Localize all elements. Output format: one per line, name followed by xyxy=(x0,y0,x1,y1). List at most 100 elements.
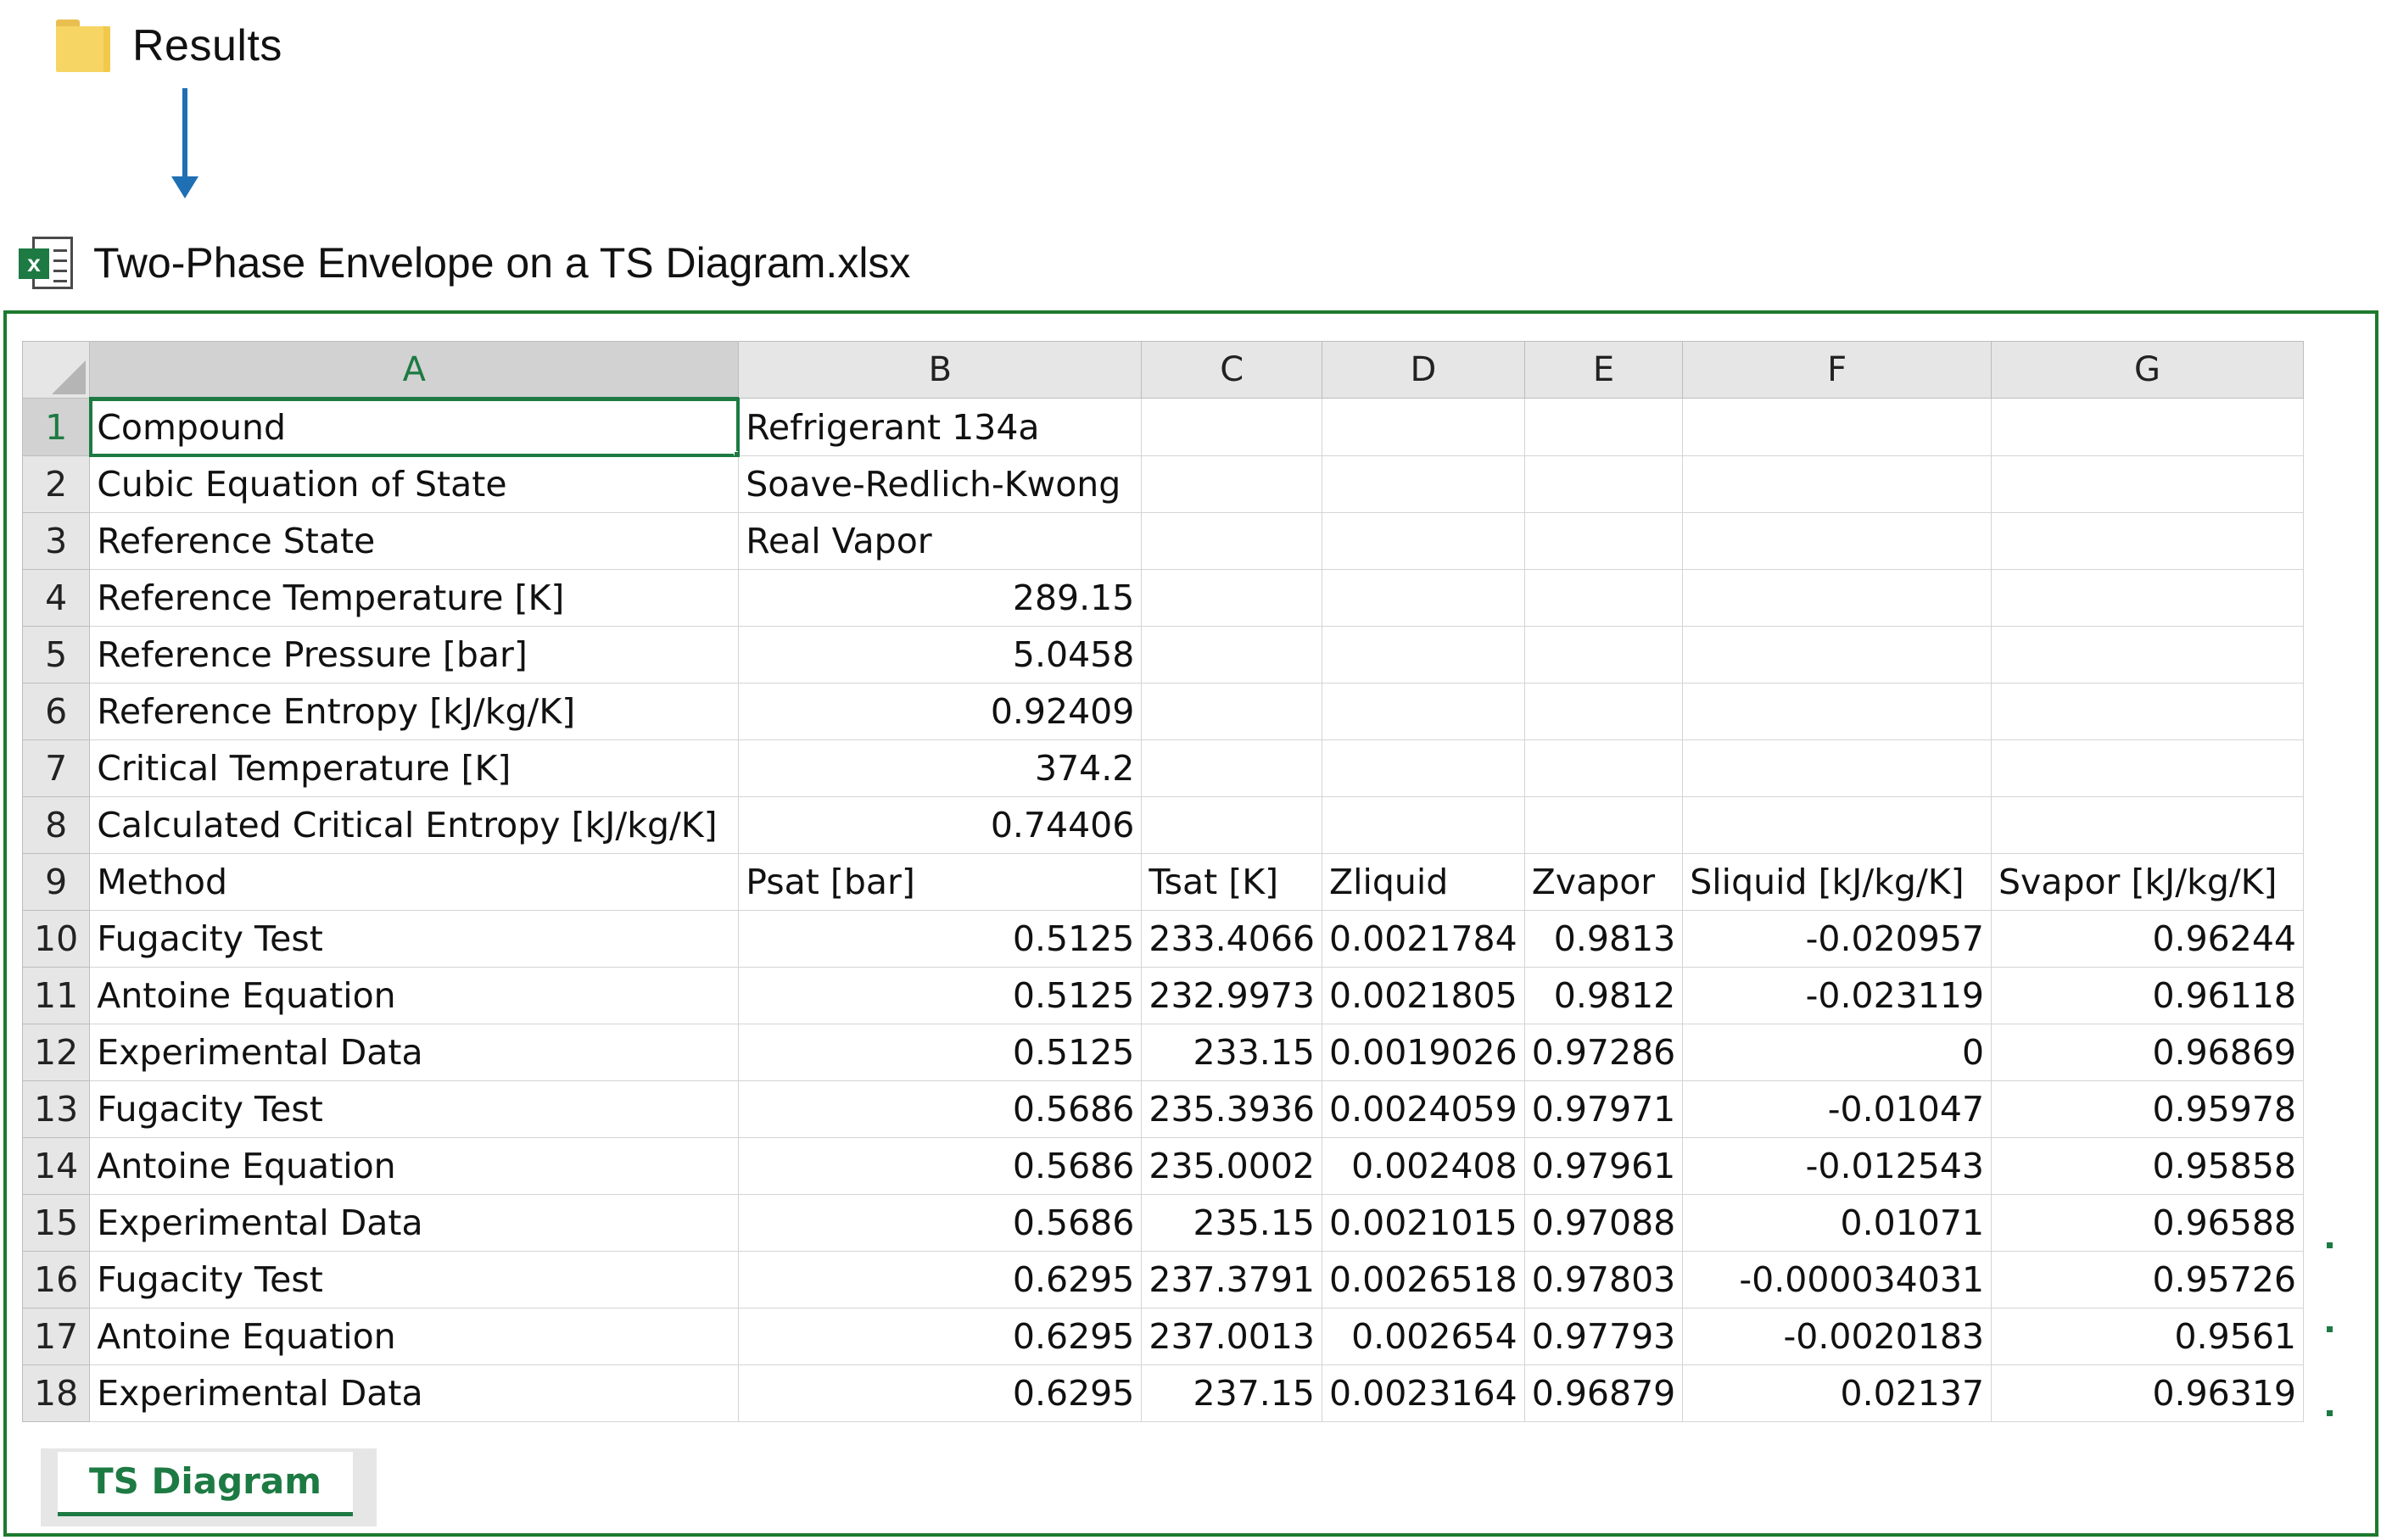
cell-d6[interactable] xyxy=(1322,683,1525,740)
cell-a2[interactable]: Cubic Equation of State xyxy=(89,455,740,513)
cell-e16[interactable]: 0.97803 xyxy=(1523,1251,1684,1308)
cell-d13[interactable]: 0.0024059 xyxy=(1322,1080,1525,1138)
cell-c12[interactable]: 233.15 xyxy=(1141,1024,1322,1081)
cell-b4[interactable]: 289.15 xyxy=(738,569,1143,627)
cell-b2[interactable]: Soave-Redlich-Kwong xyxy=(738,455,1143,513)
cell-b8[interactable]: 0.74406 xyxy=(738,796,1143,854)
row-header[interactable]: 5 xyxy=(21,626,91,684)
select-all-corner[interactable] xyxy=(21,341,91,399)
row-header[interactable]: 8 xyxy=(21,796,91,854)
column-header-b[interactable]: B xyxy=(738,341,1143,399)
cell-g5[interactable] xyxy=(1991,626,2304,684)
cell-d10[interactable]: 0.0021784 xyxy=(1322,910,1525,968)
cell-b15[interactable]: 0.5686 xyxy=(738,1194,1143,1252)
cell-c6[interactable] xyxy=(1141,683,1322,740)
cell-e1[interactable] xyxy=(1523,398,1684,456)
cell-d15[interactable]: 0.0021015 xyxy=(1322,1194,1525,1252)
cell-c3[interactable] xyxy=(1141,512,1322,570)
cell-b5[interactable]: 5.0458 xyxy=(738,626,1143,684)
cell-d16[interactable]: 0.0026518 xyxy=(1322,1251,1525,1308)
cell-e2[interactable] xyxy=(1523,455,1684,513)
cell-f18[interactable]: 0.02137 xyxy=(1682,1364,1993,1422)
cell-d11[interactable]: 0.0021805 xyxy=(1322,967,1525,1024)
column-header-a[interactable]: A xyxy=(89,341,740,399)
column-header-e[interactable]: E xyxy=(1523,341,1684,399)
row-header[interactable]: 12 xyxy=(21,1024,91,1081)
cell-a12[interactable]: Experimental Data xyxy=(89,1024,740,1081)
cell-g11[interactable]: 0.96118 xyxy=(1991,967,2304,1024)
cell-e17[interactable]: 0.97793 xyxy=(1523,1308,1684,1365)
cell-e10[interactable]: 0.9813 xyxy=(1523,910,1684,968)
cell-e18[interactable]: 0.96879 xyxy=(1523,1364,1684,1422)
cell-c1[interactable] xyxy=(1141,398,1322,456)
cell-e5[interactable] xyxy=(1523,626,1684,684)
cell-f10[interactable]: -0.020957 xyxy=(1682,910,1993,968)
results-folder[interactable]: Results xyxy=(56,12,282,80)
row-header[interactable]: 17 xyxy=(21,1308,91,1365)
cell-e7[interactable] xyxy=(1523,739,1684,797)
cell-b3[interactable]: Real Vapor xyxy=(738,512,1143,570)
column-header-d[interactable]: D xyxy=(1322,341,1525,399)
cell-a3[interactable]: Reference State xyxy=(89,512,740,570)
cell-e15[interactable]: 0.97088 xyxy=(1523,1194,1684,1252)
cell-b17[interactable]: 0.6295 xyxy=(738,1308,1143,1365)
cell-g4[interactable] xyxy=(1991,569,2304,627)
cell-b9[interactable]: Psat [bar] xyxy=(738,853,1143,911)
cell-a18[interactable]: Experimental Data xyxy=(89,1364,740,1422)
cell-f2[interactable] xyxy=(1682,455,1993,513)
cell-f1[interactable] xyxy=(1682,398,1993,456)
row-header[interactable]: 2 xyxy=(21,455,91,513)
cell-f15[interactable]: 0.01071 xyxy=(1682,1194,1993,1252)
cell-f17[interactable]: -0.0020183 xyxy=(1682,1308,1993,1365)
cell-d2[interactable] xyxy=(1322,455,1525,513)
cell-e14[interactable]: 0.97961 xyxy=(1523,1137,1684,1195)
cell-d5[interactable] xyxy=(1322,626,1525,684)
cell-d14[interactable]: 0.002408 xyxy=(1322,1137,1525,1195)
cell-c5[interactable] xyxy=(1141,626,1322,684)
excel-file[interactable]: x Two-Phase Envelope on a TS Diagram.xls… xyxy=(19,222,910,304)
cell-f6[interactable] xyxy=(1682,683,1993,740)
cell-f11[interactable]: -0.023119 xyxy=(1682,967,1993,1024)
cell-a15[interactable]: Experimental Data xyxy=(89,1194,740,1252)
cell-g13[interactable]: 0.95978 xyxy=(1991,1080,2304,1138)
cell-e8[interactable] xyxy=(1523,796,1684,854)
cell-f9[interactable]: Sliquid [kJ/kg/K] xyxy=(1682,853,1993,911)
cell-g16[interactable]: 0.95726 xyxy=(1991,1251,2304,1308)
cell-g9[interactable]: Svapor [kJ/kg/K] xyxy=(1991,853,2304,911)
cell-f12[interactable]: 0 xyxy=(1682,1024,1993,1081)
cell-a1[interactable]: Compound xyxy=(88,397,740,457)
cell-d9[interactable]: Zliquid xyxy=(1322,853,1525,911)
row-header[interactable]: 7 xyxy=(21,739,91,797)
cell-b1[interactable]: Refrigerant 134a xyxy=(738,398,1143,456)
row-header[interactable]: 9 xyxy=(21,853,91,911)
cell-e11[interactable]: 0.9812 xyxy=(1523,967,1684,1024)
cell-c7[interactable] xyxy=(1141,739,1322,797)
cell-g18[interactable]: 0.96319 xyxy=(1991,1364,2304,1422)
cell-c18[interactable]: 237.15 xyxy=(1141,1364,1322,1422)
cell-d3[interactable] xyxy=(1322,512,1525,570)
fill-handle[interactable] xyxy=(734,451,738,455)
cell-g15[interactable]: 0.96588 xyxy=(1991,1194,2304,1252)
cell-c2[interactable] xyxy=(1141,455,1322,513)
cell-c15[interactable]: 235.15 xyxy=(1141,1194,1322,1252)
row-header[interactable]: 13 xyxy=(21,1080,91,1138)
cell-b16[interactable]: 0.6295 xyxy=(738,1251,1143,1308)
column-header-f[interactable]: F xyxy=(1682,341,1993,399)
cell-f8[interactable] xyxy=(1682,796,1993,854)
cell-g14[interactable]: 0.95858 xyxy=(1991,1137,2304,1195)
cell-c14[interactable]: 235.0002 xyxy=(1141,1137,1322,1195)
cell-b7[interactable]: 374.2 xyxy=(738,739,1143,797)
cell-a7[interactable]: Critical Temperature [K] xyxy=(89,739,740,797)
cell-c9[interactable]: Tsat [K] xyxy=(1141,853,1322,911)
row-header[interactable]: 11 xyxy=(21,967,91,1024)
cell-c11[interactable]: 232.9973 xyxy=(1141,967,1322,1024)
row-header[interactable]: 10 xyxy=(21,910,91,968)
cell-g12[interactable]: 0.96869 xyxy=(1991,1024,2304,1081)
row-header[interactable]: 1 xyxy=(21,398,91,456)
cell-d18[interactable]: 0.0023164 xyxy=(1322,1364,1525,1422)
cell-f7[interactable] xyxy=(1682,739,1993,797)
cell-g17[interactable]: 0.9561 xyxy=(1991,1308,2304,1365)
cell-e3[interactable] xyxy=(1523,512,1684,570)
row-header[interactable]: 14 xyxy=(21,1137,91,1195)
cell-a4[interactable]: Reference Temperature [K] xyxy=(89,569,740,627)
